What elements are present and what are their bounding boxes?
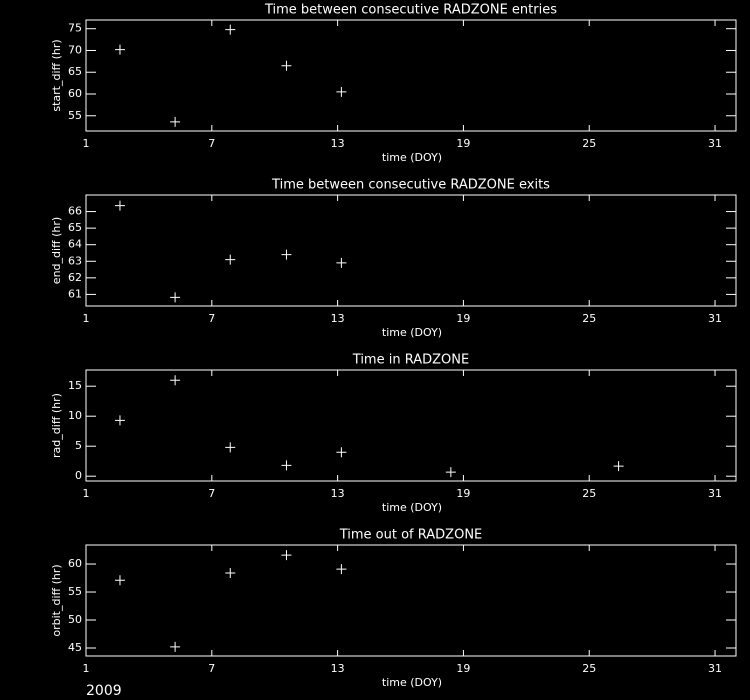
y-tick-label: 65 bbox=[68, 65, 82, 78]
y-tick-label: 15 bbox=[68, 379, 82, 392]
y-tick-label: 55 bbox=[68, 585, 82, 598]
y-tick-label: 66 bbox=[68, 205, 82, 218]
marker bbox=[336, 447, 347, 458]
x-tick-label: 19 bbox=[456, 137, 470, 150]
chart-title: Time between consecutive RADZONE entries bbox=[264, 3, 557, 18]
y-tick-label: 75 bbox=[68, 22, 82, 35]
plot-frame bbox=[85, 369, 737, 482]
x-tick-label: 1 bbox=[83, 662, 90, 675]
y-tick-label: 62 bbox=[68, 271, 82, 284]
marker bbox=[114, 200, 125, 211]
marker bbox=[225, 24, 236, 35]
y-tick-label: 63 bbox=[68, 254, 82, 267]
chart-title: Time out of RADZONE bbox=[339, 528, 483, 543]
y-tick-label: 0 bbox=[75, 469, 82, 482]
y-tick-label: 45 bbox=[68, 641, 82, 654]
x-tick-label: 7 bbox=[208, 137, 215, 150]
plot-frame bbox=[85, 544, 737, 657]
marker bbox=[445, 467, 456, 478]
y-axis-label: start_diff (hr) bbox=[50, 39, 63, 111]
marker bbox=[170, 375, 181, 386]
x-tick-label: 19 bbox=[456, 662, 470, 675]
marker bbox=[281, 60, 292, 71]
x-axis-label: time (DOY) bbox=[382, 151, 442, 164]
x-axis-label: time (DOY) bbox=[382, 326, 442, 339]
y-axis-label: end_diff (hr) bbox=[50, 217, 63, 284]
x-tick-label: 7 bbox=[208, 312, 215, 325]
marker bbox=[225, 567, 236, 578]
y-axis-label: rad_diff (hr) bbox=[50, 393, 63, 458]
marker bbox=[336, 257, 347, 268]
y-tick-label: 50 bbox=[68, 613, 82, 626]
x-axis-label: time (DOY) bbox=[382, 676, 442, 689]
marker bbox=[281, 550, 292, 561]
y-tick-label: 64 bbox=[68, 238, 82, 251]
y-axis-label: orbit_diff (hr) bbox=[50, 564, 63, 636]
marker bbox=[114, 575, 125, 586]
x-tick-label: 13 bbox=[331, 137, 345, 150]
x-tick-label: 25 bbox=[582, 312, 596, 325]
y-tick-label: 61 bbox=[68, 287, 82, 300]
x-tick-label: 31 bbox=[708, 662, 722, 675]
x-tick-label: 7 bbox=[208, 662, 215, 675]
x-tick-label: 19 bbox=[456, 487, 470, 500]
y-tick-label: 55 bbox=[68, 109, 82, 122]
x-tick-label: 25 bbox=[582, 487, 596, 500]
x-tick-label: 25 bbox=[582, 662, 596, 675]
x-tick-label: 1 bbox=[83, 312, 90, 325]
y-tick-label: 65 bbox=[68, 221, 82, 234]
y-tick-label: 60 bbox=[68, 557, 82, 570]
marker bbox=[281, 249, 292, 260]
marker bbox=[225, 442, 236, 453]
chart-title: Time in RADZONE bbox=[352, 353, 469, 368]
x-tick-label: 1 bbox=[83, 137, 90, 150]
marker bbox=[170, 641, 181, 652]
x-tick-label: 31 bbox=[708, 137, 722, 150]
x-tick-label: 7 bbox=[208, 487, 215, 500]
x-tick-label: 13 bbox=[331, 312, 345, 325]
x-tick-label: 13 bbox=[331, 662, 345, 675]
x-tick-label: 31 bbox=[708, 312, 722, 325]
marker bbox=[281, 460, 292, 471]
marker bbox=[225, 254, 236, 265]
y-tick-label: 70 bbox=[68, 43, 82, 56]
x-tick-label: 1 bbox=[83, 487, 90, 500]
x-axis-label: time (DOY) bbox=[382, 501, 442, 514]
plot-frame bbox=[85, 19, 737, 132]
y-tick-label: 10 bbox=[68, 409, 82, 422]
marker bbox=[336, 86, 347, 97]
x-tick-label: 25 bbox=[582, 137, 596, 150]
x-tick-label: 13 bbox=[331, 487, 345, 500]
marker bbox=[170, 292, 181, 303]
marker bbox=[336, 564, 347, 575]
chart-title: Time between consecutive RADZONE exits bbox=[271, 178, 550, 193]
x-tick-label: 19 bbox=[456, 312, 470, 325]
year-label: 2009 bbox=[86, 683, 122, 699]
y-tick-label: 5 bbox=[75, 439, 82, 452]
x-tick-label: 31 bbox=[708, 487, 722, 500]
marker bbox=[114, 44, 125, 55]
y-tick-label: 60 bbox=[68, 87, 82, 100]
plot-frame bbox=[85, 194, 737, 307]
marker bbox=[114, 415, 125, 426]
marker bbox=[170, 116, 181, 127]
marker bbox=[613, 461, 624, 472]
